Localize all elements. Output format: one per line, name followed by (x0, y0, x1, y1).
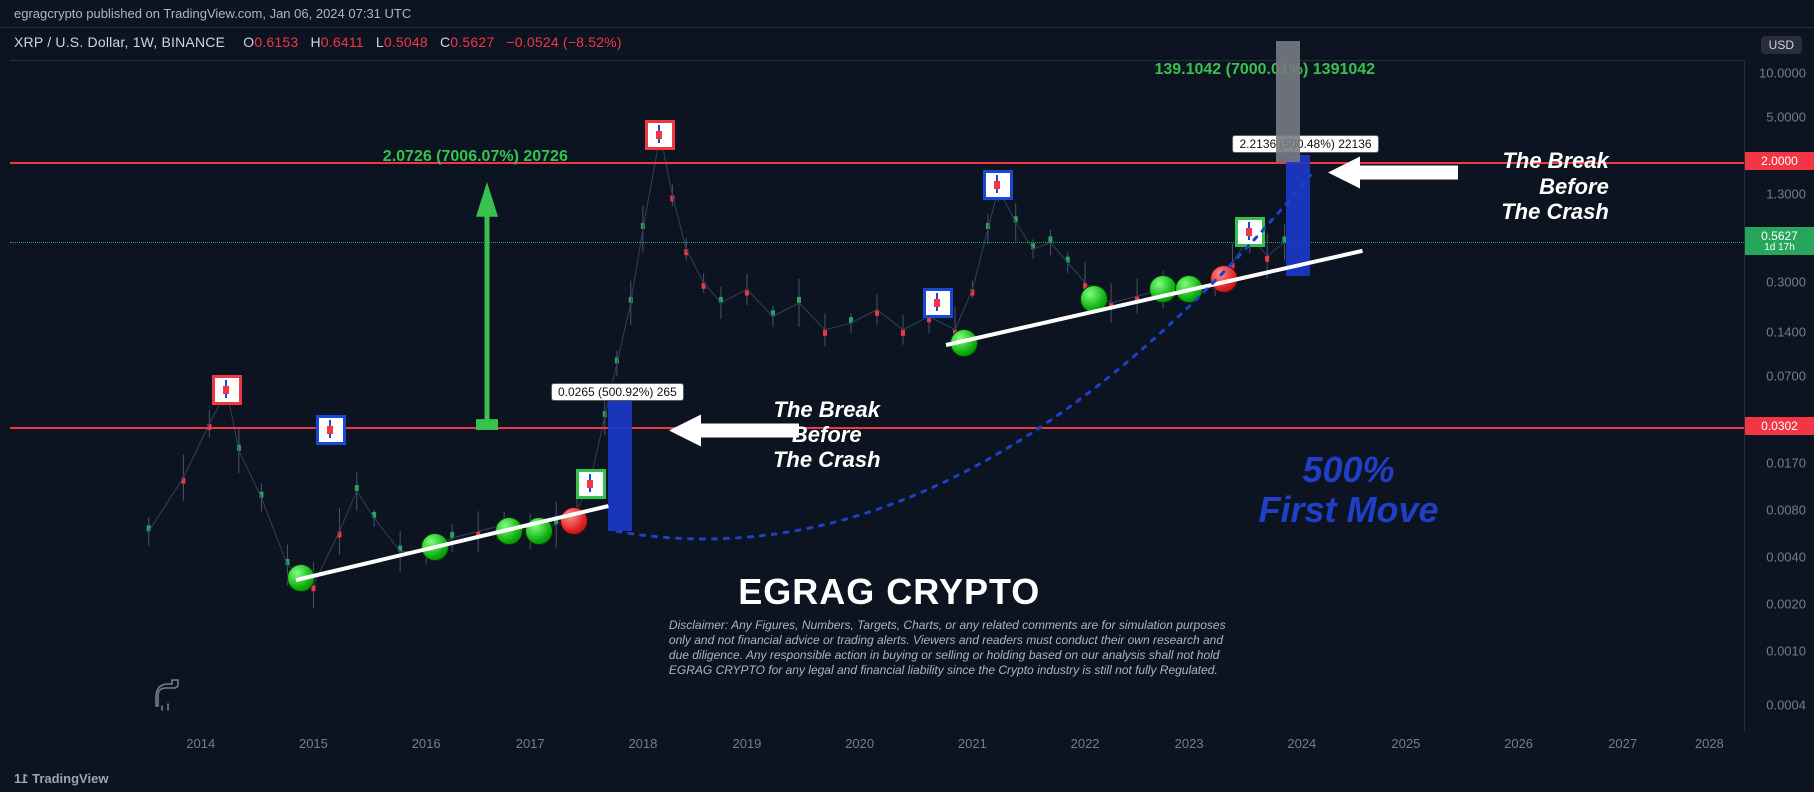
h-value: 0.6411 (321, 34, 364, 50)
pair-label: XRP / U.S. Dollar, 1W, BINANCE (14, 34, 225, 50)
y-tick: 0.0010 (1766, 644, 1806, 659)
ohlc-row: XRP / U.S. Dollar, 1W, BINANCE O0.6153 H… (14, 34, 622, 50)
y-tick: 1.3000 (1766, 187, 1806, 202)
measure-bar (1276, 41, 1300, 162)
o-label: O (243, 34, 254, 50)
marker-square (212, 375, 242, 405)
l-value: 0.5048 (384, 34, 428, 50)
marker-square (316, 415, 346, 445)
x-tick: 2014 (186, 736, 215, 751)
l-label: L (376, 34, 384, 50)
measure-bar (608, 386, 632, 530)
marker-square (576, 469, 606, 499)
marker-square (1235, 217, 1265, 247)
x-tick: 2028 (1695, 736, 1724, 751)
tv-label: TradingView (32, 771, 108, 786)
dino-icon (150, 676, 186, 712)
x-tick: 2018 (628, 736, 657, 751)
tradingview-logo: 11 TradingView (14, 771, 108, 786)
x-tick: 2023 (1175, 736, 1204, 751)
measure-label-top: 139.1042 (7000.01%) 1391042 (1154, 61, 1375, 79)
measure-box: 0.0265 (500.92%) 265 (551, 383, 684, 401)
y-tick: 0.0700 (1766, 368, 1806, 383)
y-tick: 0.1400 (1766, 325, 1806, 340)
measure-bar (1286, 155, 1310, 276)
c-label: C (440, 34, 450, 50)
y-price-tag: 0.0302 (1745, 417, 1814, 435)
x-tick: 2015 (299, 736, 328, 751)
y-tick: 5.0000 (1766, 110, 1806, 125)
y-tick: 10.0000 (1759, 66, 1806, 81)
x-tick: 2016 (412, 736, 441, 751)
measure-box: 2.2136 (500.48%) 22136 (1232, 135, 1378, 153)
plot-pane[interactable]: 2.0726 (7006.07%) 20726 139.1042 (7000.01… (10, 60, 1744, 732)
y-price-tag: 2.0000 (1745, 152, 1814, 170)
current-price-line (10, 242, 1744, 243)
y-price-tag: 0.56271d 17h (1745, 227, 1814, 255)
x-tick: 2026 (1504, 736, 1533, 751)
x-tick: 2022 (1071, 736, 1100, 751)
c-value: 0.5627 (450, 34, 494, 50)
x-tick: 2027 (1608, 736, 1637, 751)
text-500-first-move: 500%First Move (1258, 450, 1438, 529)
measure-arrow-2017 (474, 182, 500, 430)
marker-square (923, 288, 953, 318)
brand-title: EGRAG CRYPTO (738, 571, 1040, 613)
marker-square (645, 120, 675, 150)
x-tick: 2024 (1287, 736, 1316, 751)
marker-square (983, 170, 1013, 200)
x-tick: 2021 (958, 736, 987, 751)
measure-label-2017: 2.0726 (7006.07%) 20726 (383, 148, 568, 166)
publish-header: egragcrypto published on TradingView.com… (0, 0, 1814, 28)
x-tick: 2017 (516, 736, 545, 751)
chart-area[interactable]: 2.0726 (7006.07%) 20726 139.1042 (7000.01… (10, 60, 1814, 732)
change-value: −0.0524 (−8.52%) (506, 34, 621, 50)
x-axis: 2014 2015 2016 2017 2018 2019 2020 2021 2022 2023… (10, 736, 1744, 758)
y-tick: 0.0004 (1766, 698, 1806, 713)
arrow-icon (1328, 153, 1458, 198)
text-break-before-crash-1: The BreakBeforeThe Crash (773, 397, 881, 473)
y-tick: 0.0020 (1766, 597, 1806, 612)
x-tick: 2020 (845, 736, 874, 751)
y-tick: 0.3000 (1766, 274, 1806, 289)
y-tick: 0.0170 (1766, 456, 1806, 471)
h-label: H (310, 34, 320, 50)
currency-button[interactable]: USD (1761, 36, 1802, 54)
resistance-line-upper (10, 162, 1744, 164)
publish-line-text: egragcrypto published on TradingView.com… (14, 6, 411, 21)
y-tick: 0.0040 (1766, 550, 1806, 565)
x-tick: 2019 (732, 736, 761, 751)
disclaimer-text: Disclaimer: Any Figures, Numbers, Target… (669, 618, 1229, 678)
y-axis: USD 10.00005.00002.50001.30000.30000.140… (1744, 60, 1814, 732)
text-break-before-crash-2: The BreakBeforeThe Crash (1501, 148, 1609, 224)
o-value: 0.6153 (254, 34, 298, 50)
y-tick: 0.0080 (1766, 503, 1806, 518)
x-tick: 2025 (1391, 736, 1420, 751)
